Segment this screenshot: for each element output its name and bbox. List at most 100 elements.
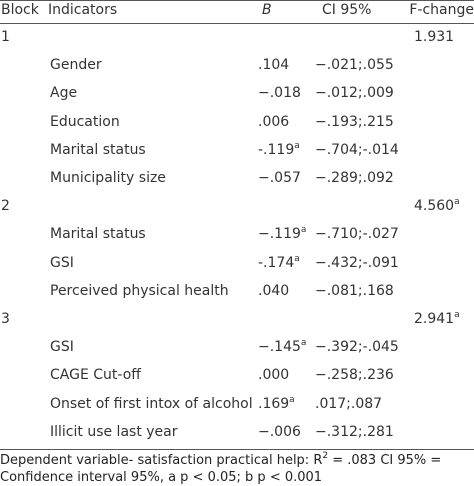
- b-value-text: .040: [258, 282, 290, 299]
- header-rule: [0, 23, 474, 24]
- b-value-text: −.119: [258, 226, 301, 243]
- indicator-text: CAGE Cut-off: [50, 367, 141, 384]
- b-value-sup: a: [294, 253, 300, 264]
- ci-value-text: −.258;.236: [315, 367, 394, 384]
- ci-value: −.193;.215: [315, 112, 394, 132]
- f-change-text: 2.941: [414, 311, 455, 327]
- footnote-text: = .083 CI 95% = Confidence interval 95%,…: [0, 453, 442, 485]
- indicator-text: Illicit use last year: [50, 423, 178, 440]
- ci-value: .017;.087: [315, 394, 382, 414]
- f-change-text: 1.931: [414, 29, 455, 45]
- ci-value: −.021;.055: [315, 55, 394, 75]
- b-value-text: .104: [258, 57, 290, 74]
- b-value: .169a: [258, 394, 295, 414]
- ci-value: −.312;.281: [315, 422, 394, 442]
- ci-value: −.012;.009: [315, 83, 394, 103]
- indicator: Municipality size: [50, 168, 166, 188]
- bottom-rule: [0, 449, 474, 450]
- indicator: Age: [50, 83, 77, 103]
- b-value: −.018: [258, 83, 301, 103]
- indicator-text: Perceived physical health: [50, 282, 229, 299]
- ci-value: −.289;.092: [315, 168, 394, 188]
- b-value-text: −.057: [258, 170, 301, 186]
- indicator: Illicit use last year: [50, 422, 178, 442]
- ci-value: −.258;.236: [315, 365, 394, 385]
- ci-value-text: .017;.087: [315, 395, 383, 412]
- ci-value-text: −.021;.055: [315, 57, 394, 74]
- b-value: .104: [258, 55, 289, 75]
- b-value: -.174a: [258, 253, 300, 273]
- b-value-text: -.119: [258, 141, 295, 158]
- b-value-text: −.018: [258, 85, 301, 102]
- indicator: CAGE Cut-off: [50, 365, 141, 385]
- ci-value-text: −.704;-.014: [315, 141, 399, 158]
- indicator: Marital status: [50, 224, 146, 244]
- header-indicators: Indicators: [48, 2, 118, 18]
- block-text: 3: [1, 311, 10, 327]
- indicator-text: GSI: [50, 339, 74, 356]
- block: 2: [1, 196, 10, 216]
- indicator: GSI: [50, 253, 74, 273]
- indicator: Onset of first intox of alcohol: [50, 394, 253, 414]
- block: 1: [1, 27, 10, 47]
- footnote: Dependent variable- satisfaction practic…: [0, 452, 474, 486]
- indicator: Marital status: [50, 140, 146, 160]
- header-f: F-change: [409, 2, 474, 18]
- footnote-text: Dependent variable- satisfaction practic…: [0, 453, 323, 468]
- f-change: 1.931: [414, 27, 454, 47]
- b-value: −.119a: [258, 224, 306, 244]
- header-block: Block: [1, 2, 39, 18]
- b-value-text: .169: [258, 395, 290, 412]
- header-b: B: [262, 2, 272, 18]
- indicator: GSI: [50, 337, 74, 357]
- top-rule: [0, 0, 474, 1]
- f-change-sup: a: [454, 310, 460, 320]
- b-value: −.145a: [258, 337, 306, 357]
- b-value: -.119a: [258, 140, 300, 160]
- indicator-text: Marital status: [50, 141, 146, 158]
- b-value-sup: a: [300, 225, 307, 236]
- indicator-text: Education: [50, 113, 120, 130]
- ci-value-text: −.193;.215: [315, 113, 394, 130]
- ci-value-text: −.392;-.045: [315, 339, 399, 356]
- b-value-text: .006: [258, 113, 290, 130]
- indicator-text: GSI: [50, 254, 74, 271]
- ci-value: −.710;-.027: [315, 224, 399, 244]
- ci-value-text: −.432;-.091: [315, 254, 399, 271]
- b-value: .000: [258, 365, 289, 385]
- footnote-sup: 2: [322, 451, 329, 461]
- b-value: .040: [258, 281, 289, 301]
- b-value-text: .000: [258, 367, 290, 384]
- ci-value: −.432;-.091: [315, 253, 399, 273]
- f-change-sup: a: [454, 197, 460, 208]
- f-change: 2.941a: [414, 309, 460, 329]
- b-value-text: −.006: [258, 423, 301, 440]
- indicator-text: Gender: [50, 57, 102, 74]
- ci-value-text: −.081;.168: [315, 282, 394, 299]
- indicator: Gender: [50, 55, 102, 75]
- f-change-text: 4.560: [414, 198, 455, 215]
- ci-value: −.392;-.045: [315, 337, 399, 357]
- f-change: 4.560a: [414, 196, 460, 216]
- indicator-text: Municipality size: [50, 170, 166, 186]
- ci-value-text: −.289;.092: [315, 170, 394, 186]
- ci-value-text: −.710;-.027: [315, 226, 399, 243]
- indicator: Perceived physical health: [50, 281, 229, 301]
- b-value-text: −.145: [258, 339, 301, 356]
- indicator: Education: [50, 112, 120, 132]
- indicator-text: Age: [50, 85, 78, 102]
- ci-value-text: −.312;.281: [315, 423, 394, 440]
- b-value: −.006: [258, 422, 301, 442]
- indicator-text: Onset of first intox of alcohol: [50, 395, 253, 412]
- b-value: −.057: [258, 168, 301, 188]
- b-value-sup: a: [289, 394, 295, 405]
- ci-value-text: −.012;.009: [315, 85, 394, 102]
- block-text: 2: [1, 198, 10, 215]
- b-value: .006: [258, 112, 289, 132]
- indicator-text: Marital status: [50, 226, 146, 243]
- ci-value: −.081;.168: [315, 281, 394, 301]
- b-value-sup: a: [294, 140, 300, 151]
- block-text: 1: [1, 29, 10, 45]
- b-value-text: -.174: [258, 254, 295, 271]
